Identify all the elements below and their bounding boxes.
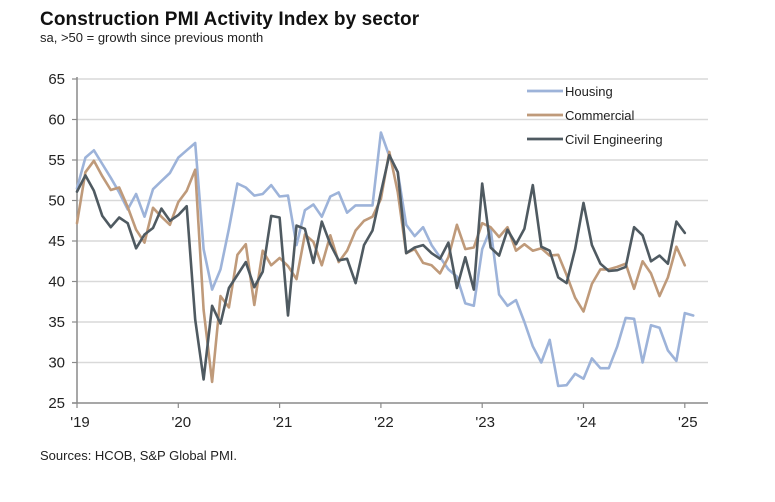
y-tick-label: 30 bbox=[48, 355, 65, 372]
y-tick-label: 25 bbox=[48, 395, 65, 412]
series-lines bbox=[75, 131, 695, 388]
series-line-housing bbox=[75, 131, 695, 388]
y-tick-label: 55 bbox=[48, 152, 65, 169]
series-line-civil-engineering bbox=[75, 153, 687, 381]
x-tick-label: '22 bbox=[374, 414, 394, 431]
chart-subtitle: sa, >50 = growth since previous month bbox=[40, 30, 264, 45]
legend-label: Housing bbox=[565, 84, 613, 99]
x-tick-label: '21 bbox=[273, 414, 293, 431]
legend: Housing Commercial Civil Engineering bbox=[527, 84, 663, 147]
y-tick-label: 50 bbox=[48, 193, 65, 210]
x-tick-label: '23 bbox=[475, 414, 495, 431]
x-tick-label: '19 bbox=[70, 414, 90, 431]
y-tick-label: 60 bbox=[48, 112, 65, 129]
x-tick-label: '20 bbox=[172, 414, 192, 431]
gridlines bbox=[77, 78, 708, 364]
chart-source: Sources: HCOB, S&P Global PMI. bbox=[40, 448, 237, 463]
x-tick-label: '24 bbox=[577, 414, 597, 431]
y-tick-label: 65 bbox=[48, 71, 65, 88]
series-line-commercial bbox=[75, 150, 687, 384]
legend-label: Civil Engineering bbox=[565, 132, 663, 147]
y-tick-label: 35 bbox=[48, 314, 65, 331]
y-axis-ticks: 25 30 35 40 45 50 55 60 65 bbox=[48, 71, 77, 412]
chart-title: Construction PMI Activity Index by secto… bbox=[40, 9, 420, 30]
x-tick-label: '25 bbox=[678, 414, 698, 431]
axes bbox=[72, 77, 708, 404]
y-tick-label: 40 bbox=[48, 274, 65, 291]
legend-label: Commercial bbox=[565, 108, 634, 123]
x-axis-ticks: '19 '20 '21 '22 '23 '24 '25 bbox=[70, 403, 698, 431]
y-tick-label: 45 bbox=[48, 233, 65, 250]
